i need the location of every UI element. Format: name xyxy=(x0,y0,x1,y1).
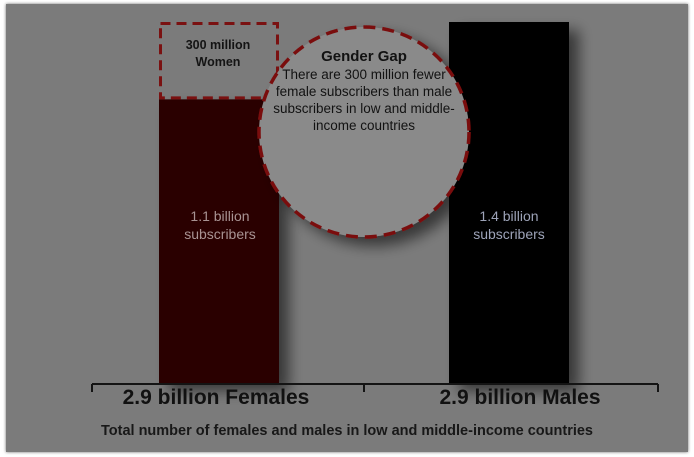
callout-title: Gender Gap xyxy=(321,48,407,65)
data-label-males: 1.4 billion subscribers xyxy=(473,208,545,242)
x-axis-label: Total number of females and males in low… xyxy=(100,423,594,439)
gap-label: 300 million Women xyxy=(185,38,251,69)
callout-body: There are 300 million fewer female subsc… xyxy=(273,67,455,133)
gap-box xyxy=(159,22,279,100)
callout-circle xyxy=(257,25,471,239)
callout-text: Gender Gap There are 300 million fewer f… xyxy=(262,47,466,134)
bar-males xyxy=(449,22,569,383)
category-label-males: 2.9 billion Males xyxy=(439,386,601,409)
data-label-females: 1.1 billion subscribers xyxy=(184,208,256,242)
category-label-females: 2.9 billion Females xyxy=(122,386,310,409)
